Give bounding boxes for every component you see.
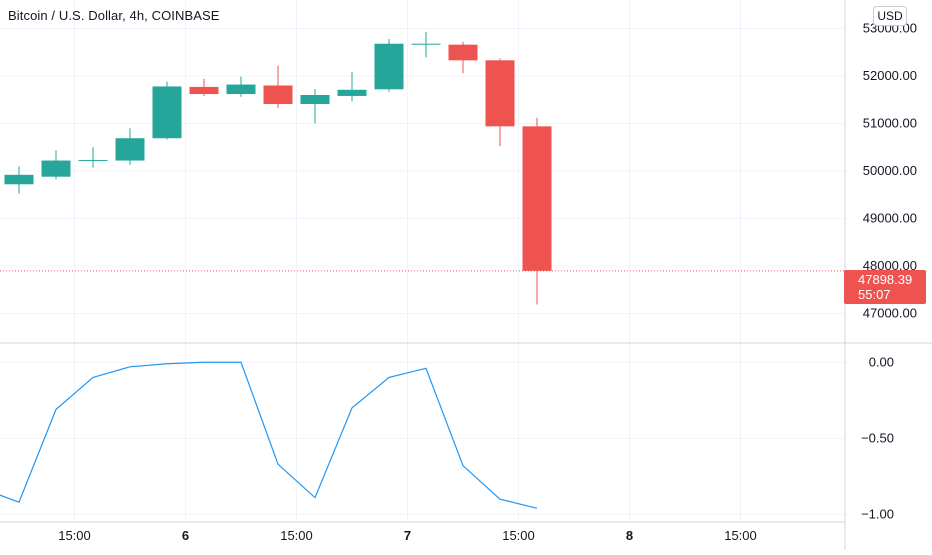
indicator-tick-label: −1.00 <box>861 506 894 521</box>
candle-body <box>78 160 108 162</box>
last-price-value: 47898.39 <box>858 272 913 287</box>
bar-countdown: 55:07 <box>858 287 891 302</box>
time-tick-label: 15:00 <box>280 528 313 543</box>
candlestick-series <box>0 31 845 305</box>
candle-body <box>152 86 182 139</box>
symbol-title: Bitcoin / U.S. Dollar, 4h, COINBASE <box>8 8 220 23</box>
time-tick-label: 7 <box>404 528 411 543</box>
candle-body <box>337 89 367 96</box>
last-price-tag: 47898.39 55:07 <box>844 270 926 304</box>
price-tick-label: 49000.00 <box>863 211 917 226</box>
candle-body <box>448 44 478 61</box>
candle-body <box>374 43 404 90</box>
price-tick-label: 47000.00 <box>863 306 917 321</box>
time-tick-label: 6 <box>182 528 189 543</box>
candle-body <box>4 174 34 185</box>
indicator-tick-label: 0.00 <box>869 354 894 369</box>
indicator-tick-label: −0.50 <box>861 430 894 445</box>
candle-body <box>485 60 515 127</box>
candle-body <box>41 160 71 177</box>
price-tick-label: 48000.00 <box>863 258 917 273</box>
indicator-series <box>0 361 538 509</box>
candle-body <box>263 85 293 105</box>
time-tick-label: 15:00 <box>724 528 757 543</box>
candle-body <box>115 138 145 161</box>
time-tick-label: 15:00 <box>502 528 535 543</box>
price-tick-label: 52000.00 <box>863 68 917 83</box>
candle-body <box>300 95 330 105</box>
candle-body <box>189 86 219 95</box>
time-tick-label: 8 <box>626 528 633 543</box>
price-tick-label: 51000.00 <box>863 116 917 131</box>
grid <box>0 0 845 522</box>
price-tick-label: 50000.00 <box>863 163 917 178</box>
candle-body <box>411 43 441 45</box>
time-tick-label: 15:00 <box>58 528 91 543</box>
indicator-line <box>0 361 538 509</box>
candle-body <box>522 126 552 271</box>
candle-body <box>226 84 256 95</box>
currency-button[interactable]: USD <box>873 6 907 26</box>
